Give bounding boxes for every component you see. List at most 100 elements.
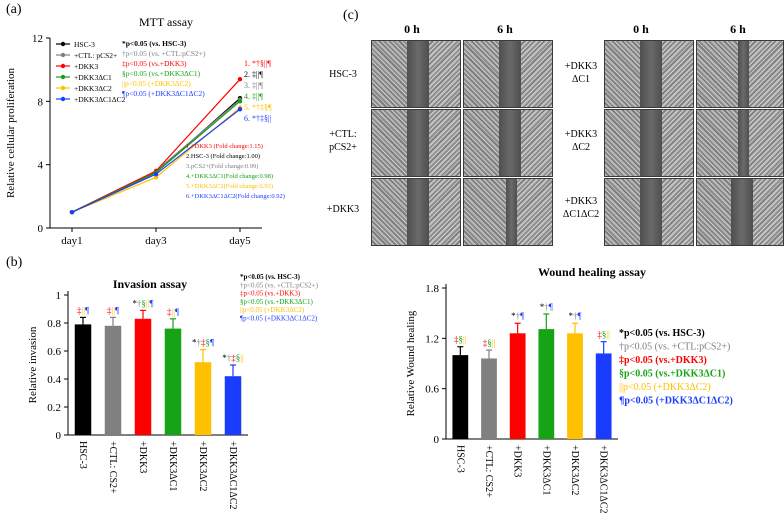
row-label-ctl: +CTL: pCS2+ — [318, 128, 368, 154]
significance-mark: § — [236, 353, 241, 363]
bar — [567, 333, 583, 439]
significance-mark: § — [205, 338, 210, 348]
legend-label: HSC-3 — [74, 40, 95, 49]
significance-mark: ¶ — [577, 311, 581, 321]
end-label: 5. *†‡§¶ — [244, 103, 272, 112]
stat-legend-item: §p<0.05 (vs.+DKK3ΔC1) — [122, 69, 201, 78]
row-label-dkk3-dc2: +DKK3 ΔC2 — [556, 128, 606, 154]
y-tick-label: 0.2 — [47, 402, 61, 414]
col-header-left-6h: 6 h — [497, 22, 513, 36]
y-axis-label: Relative Wound healing — [405, 310, 417, 416]
row-label-line: pCS2+ — [329, 142, 357, 153]
stat-legend-item: ¶p<0.05 (+DKK3ΔC1ΔC2) — [619, 396, 733, 407]
significance-mark: ‡ — [483, 338, 488, 348]
significance-mark: ¶ — [210, 338, 214, 348]
y-tick-label: 0.6 — [47, 346, 61, 358]
significance-mark: † — [516, 311, 521, 321]
data-point — [237, 107, 243, 112]
bar — [509, 333, 526, 439]
bar — [538, 329, 555, 439]
data-point — [237, 76, 243, 82]
legend-marker — [60, 96, 66, 102]
significance-mark: ‡ — [231, 353, 236, 363]
micrograph-dkk3-dc1-0h — [604, 40, 694, 108]
bar — [104, 325, 122, 435]
x-tick-label: +DKK3ΔC1ΔC2 — [227, 441, 238, 510]
x-tick-label: day5 — [229, 235, 251, 247]
y-tick-label: 0 — [434, 434, 440, 446]
significance-mark: * — [192, 338, 197, 348]
data-point — [153, 175, 159, 180]
stat-legend-item: ||p<0.05 (+DKK3ΔC2) — [122, 79, 191, 88]
panel-label-c: (c) — [343, 8, 359, 23]
significance-mark: ¶ — [85, 305, 89, 315]
significance-mark: || — [463, 335, 467, 345]
stat-legend-item: ‡p<0.05 (vs.+DKK3) — [240, 290, 301, 298]
legend-marker — [60, 74, 66, 80]
significance-marks: *†§||¶ — [132, 298, 153, 308]
significance-mark: § — [602, 330, 607, 340]
row-label-dkk3-dc1: +DKK3 ΔC1 — [556, 60, 606, 86]
invasion-bar-chart: Invasion assay Relative invasion 0 0.2 0.4 0.… — [27, 273, 319, 510]
significance-mark: || — [81, 305, 85, 315]
significance-mark: ¶ — [520, 311, 524, 321]
y-tick-label: 0.4 — [47, 374, 61, 386]
micrograph-ctl-0h — [371, 109, 461, 177]
significance-mark: § — [141, 298, 146, 308]
significance-mark: ¶ — [150, 298, 154, 308]
stat-legend-item: *p<0.05 (vs. HSC-3) — [619, 328, 705, 339]
micrograph-hsc3-6h — [463, 40, 553, 108]
significance-mark: † — [544, 302, 549, 312]
significance-mark: * — [132, 298, 137, 308]
micrograph-hsc3-0h — [371, 40, 461, 108]
bar — [134, 318, 152, 435]
legend-label: +DKK3ΔC1 — [74, 73, 112, 82]
y-tick-label: 0.6 — [425, 384, 439, 396]
chart-title: Wound healing assay — [538, 265, 646, 279]
data-point — [153, 171, 159, 177]
legend-marker — [60, 52, 66, 58]
x-tick-label: HSC-3 — [454, 445, 465, 473]
significance-marks: ‡||¶ — [77, 305, 89, 315]
significance-mark: ¶ — [175, 307, 179, 317]
micrograph-dkk3-dc1dc2-0h — [604, 178, 694, 246]
significance-marks: *†¶ — [568, 311, 581, 321]
bar — [452, 355, 469, 439]
stat-legend-item: ¶p<0.05 (+DKK3ΔC1ΔC2) — [122, 89, 205, 98]
stat-legend-item: *p<0.05 (vs. HSC-3) — [240, 273, 301, 281]
col-header-right-0h: 0 h — [633, 22, 649, 36]
y-tick-label: 12 — [32, 33, 43, 45]
data-point — [237, 99, 243, 104]
micrograph-dkk3-dc2-0h — [604, 109, 694, 177]
stat-legend-item: †p<0.05 (vs. +CTL:pCS2+) — [122, 49, 206, 58]
significance-marks: *†¶ — [540, 302, 553, 312]
stat-legend-item: §p<0.05 (vs.+DKK3ΔC1) — [619, 369, 725, 380]
row-label-line: ΔC1ΔC2 — [562, 209, 600, 220]
bar — [194, 362, 212, 435]
bar — [481, 358, 497, 439]
y-tick-label: 1.2 — [425, 333, 439, 345]
significance-mark: ‡ — [107, 305, 112, 315]
significance-mark: || — [146, 298, 150, 308]
row-label-hsc3: HSC-3 — [318, 68, 368, 81]
x-tick-label: +DKK3ΔC1ΔC2 — [598, 445, 609, 514]
row-label-line: ΔC2 — [571, 142, 591, 153]
x-tick-label: +DKK3 — [512, 445, 523, 477]
legend-marker — [60, 63, 66, 69]
significance-mark: * — [511, 311, 516, 321]
significance-marks: ‡§|| — [454, 335, 467, 345]
micrograph-dkk3-0h — [371, 178, 461, 246]
chart-title: MTT assay — [139, 15, 193, 29]
col-header-right-6h: 6 h — [730, 22, 746, 36]
fold-change-item: 3.pCS2+(Fold change:0.99) — [186, 163, 258, 170]
stat-legend-item: ¶p<0.05 (+DKK3ΔC1ΔC2) — [240, 315, 318, 323]
significance-marks: ‡||¶ — [107, 305, 119, 315]
x-tick-label: +DKK3ΔC2 — [569, 445, 580, 495]
y-axis-label: Relative invasion — [27, 326, 39, 403]
x-tick-label: HSC-3 — [77, 441, 88, 469]
y-axis-label: Relative cellular proliferation — [5, 67, 17, 198]
wound-healing-micrographs: 0 h 6 h 0 h 6 h HSC-3 +CTL: pCS2+ +DKK3 … — [0, 0, 784, 250]
col-header-left-0h: 0 h — [404, 22, 420, 36]
bar — [224, 376, 242, 435]
significance-marks: *†‡§¶ — [192, 338, 214, 348]
